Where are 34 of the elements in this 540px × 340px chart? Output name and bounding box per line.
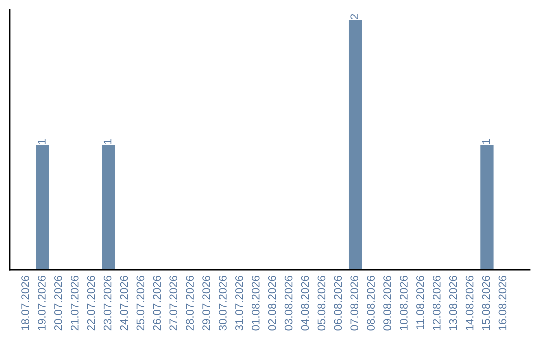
x-tick-label: 12.08.2026 <box>432 276 441 330</box>
x-tick-label: 05.08.2026 <box>318 276 326 331</box>
x-tick-label: 21.07.2026 <box>70 276 79 331</box>
x-tick-label: 07.08.2026 <box>350 276 359 331</box>
x-tick-label: 11.08.2026 <box>416 276 424 330</box>
x-tick-label: 09.08.2026 <box>384 276 392 331</box>
x-tick-label: 19.07.2026 <box>38 276 46 330</box>
x-tick-label: 04.08.2026 <box>301 276 310 331</box>
x-tick-label: 25.07.2026 <box>136 276 145 331</box>
x-tick-label: 03.08.2026 <box>284 276 293 331</box>
data-label: 2 <box>350 14 358 20</box>
data-label: 1 <box>38 139 46 144</box>
x-tick-label: 30.07.2026 <box>219 276 227 331</box>
x-tick-label: 02.08.2026 <box>268 276 276 331</box>
data-label: 1 <box>482 139 490 144</box>
x-tick-label: 20.07.2026 <box>54 276 62 331</box>
x-tick-label: 14.08.2026 <box>466 276 474 330</box>
x-tick-label: 01.08.2026 <box>252 276 260 331</box>
x-tick-label: 28.07.2026 <box>186 276 194 331</box>
x-tick-label: 23.07.2026 <box>104 276 112 331</box>
x-tick-label: 24.07.2026 <box>120 276 128 331</box>
x-tick-label: 13.08.2026 <box>449 276 458 330</box>
x-tick-label: 16.08.2026 <box>498 276 507 330</box>
x-tick-label: 31.07.2026 <box>235 276 244 331</box>
x-tick-label: 29.07.2026 <box>202 276 210 331</box>
x-tick-label: 06.08.2026 <box>334 276 342 331</box>
x-tick-label: 10.08.2026 <box>400 276 408 330</box>
x-tick-label: 26.07.2026 <box>153 276 162 331</box>
x-tick-label: 08.08.2026 <box>367 276 376 331</box>
x-tick-label: 18.07.2026 <box>22 276 30 330</box>
x-tick-label: 15.08.2026 <box>482 276 490 330</box>
x-tick-label: 22.07.2026 <box>87 276 96 331</box>
data-label: 1 <box>104 139 112 144</box>
x-tick-label: 27.07.2026 <box>170 276 178 331</box>
